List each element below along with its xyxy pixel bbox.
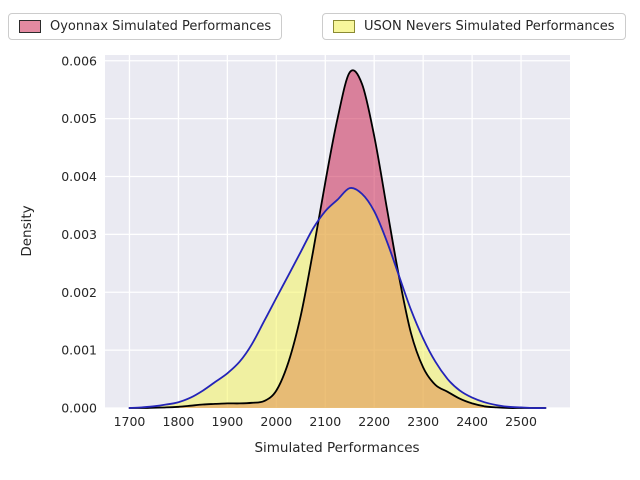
legend-entry-oyonnax: Oyonnax Simulated Performances — [8, 13, 283, 40]
legend-label-oyonnax: Oyonnax Simulated Performances — [50, 19, 272, 34]
x-tick-label: 2500 — [505, 414, 537, 429]
legend-label-uson-nevers: USON Nevers Simulated Performances — [364, 19, 615, 34]
legend-patch-oyonnax-swatch — [19, 20, 41, 33]
chart-layer: 1700 1800 1900 2000 2100 2200 2300 2400 2500 0.00… — [61, 53, 570, 429]
y-tick-label: 0.001 — [61, 343, 97, 358]
x-tick-label: 2100 — [309, 414, 341, 429]
x-tick-label: 2400 — [456, 414, 488, 429]
y-tick-label: 0.003 — [61, 227, 97, 242]
y-tick-label: 0.005 — [61, 111, 97, 126]
x-tick-label: 2300 — [407, 414, 439, 429]
y-tick-label: 0.004 — [61, 169, 97, 184]
x-tick-label: 2000 — [260, 414, 292, 429]
x-tick-label: 1700 — [114, 414, 146, 429]
y-tick-label: 0.000 — [61, 401, 97, 416]
x-tick-label: 1800 — [163, 414, 195, 429]
kde-line-0 — [128, 69, 547, 409]
legend-entry-uson-nevers: USON Nevers Simulated Performances — [322, 13, 626, 40]
y-axis-label: Density — [19, 205, 35, 256]
y-tick-label: 0.006 — [61, 53, 97, 68]
x-axis-label: Simulated Performances — [254, 440, 419, 456]
x-tick-label: 1900 — [211, 414, 243, 429]
legend-patch-uson-nevers-swatch — [333, 20, 355, 33]
y-tick-label: 0.002 — [61, 285, 97, 300]
kde-area-1 — [129, 187, 546, 409]
kde-line-1 — [128, 187, 547, 409]
x-tick-label: 2200 — [358, 414, 390, 429]
